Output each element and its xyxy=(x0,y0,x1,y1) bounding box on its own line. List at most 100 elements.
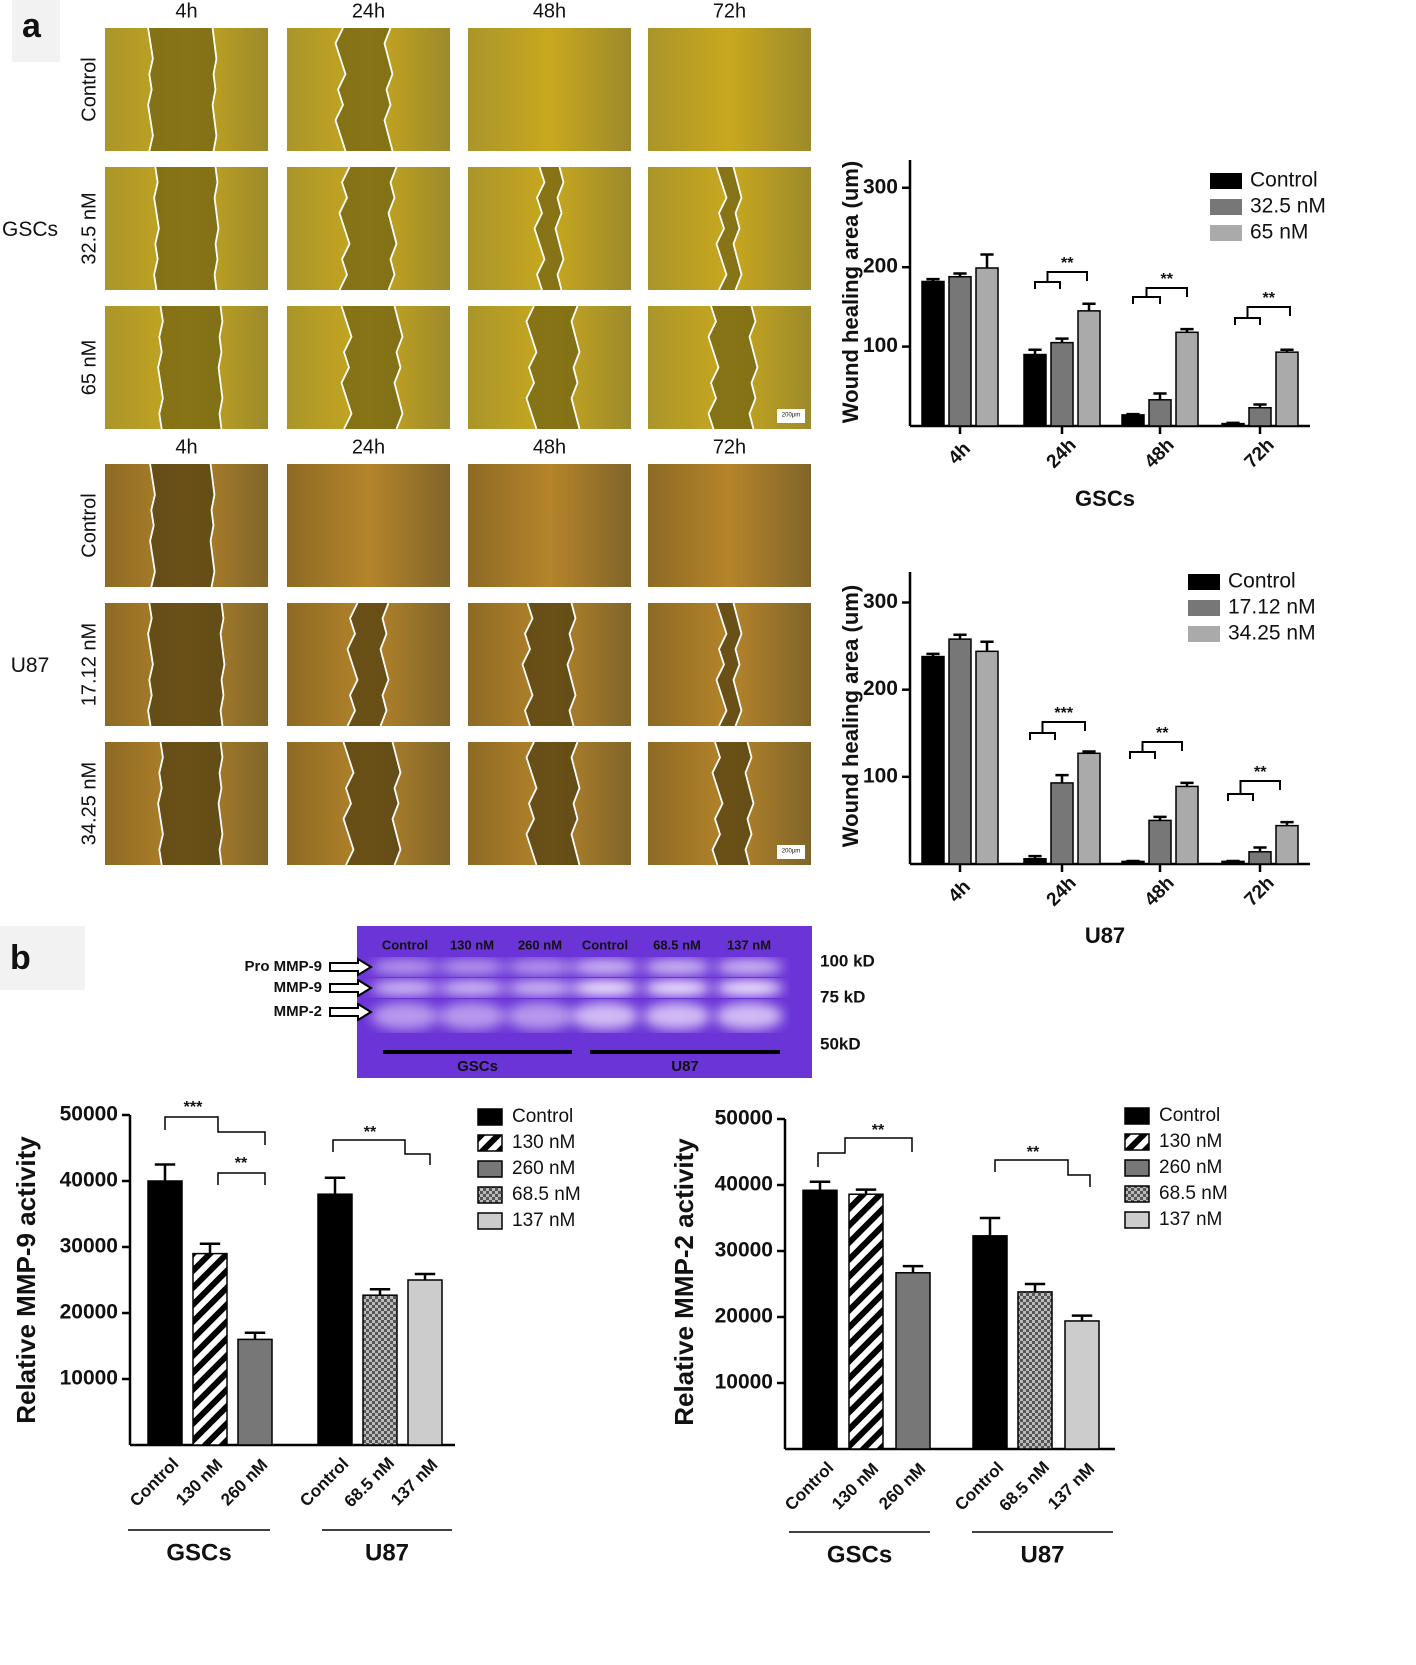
y-tick-label: 300 xyxy=(863,175,898,198)
wound-area xyxy=(339,167,397,290)
time-label: 4h xyxy=(175,436,197,458)
wound-area xyxy=(343,742,401,865)
group-label: GSCs xyxy=(166,1539,231,1566)
x-tick-label: 130 nM xyxy=(828,1459,882,1513)
legend-swatch xyxy=(1188,626,1220,642)
panel-label-bg xyxy=(0,926,85,990)
bar xyxy=(317,1193,353,1446)
bar xyxy=(1023,353,1047,427)
wound-edge xyxy=(211,27,218,152)
legend-swatch xyxy=(477,1108,503,1126)
bar xyxy=(1221,422,1245,427)
wound-area xyxy=(526,306,580,429)
wound-edge xyxy=(711,741,724,866)
significance-label: ** xyxy=(1027,1144,1040,1161)
wound-edge xyxy=(525,741,538,866)
gel-band xyxy=(438,959,506,975)
gel-band xyxy=(438,1002,506,1030)
gel-band xyxy=(438,980,506,996)
marker-label: 50kD xyxy=(820,1034,861,1053)
legend-label: Control xyxy=(512,1106,573,1127)
legend-swatch xyxy=(1124,1185,1150,1203)
x-tick-label: Control xyxy=(781,1458,837,1514)
legend-label: 32.5 nM xyxy=(1250,195,1326,218)
bar xyxy=(1121,414,1145,427)
significance-bracket xyxy=(1029,721,1086,740)
wound-edge xyxy=(338,166,351,291)
group-label: GSCs xyxy=(2,218,58,241)
error-bar xyxy=(1082,302,1096,311)
wound-area xyxy=(716,603,742,726)
legend-label: Control xyxy=(1228,570,1296,593)
x-tick-label: 24h xyxy=(1043,435,1081,473)
y-axis-label: Relative MMP-2 activity xyxy=(669,1138,699,1426)
x-tick-label: 130 nM xyxy=(172,1455,226,1509)
y-tick-label: 50000 xyxy=(60,1103,118,1126)
row-label: 34.25 nM xyxy=(78,762,100,845)
wound-area xyxy=(716,167,742,290)
bar xyxy=(921,655,945,865)
error-bar xyxy=(324,1176,346,1195)
significance-label: ** xyxy=(235,1155,248,1172)
time-label: 24h xyxy=(352,436,385,458)
y-tick-label: 40000 xyxy=(60,1169,118,1192)
significance-bracket xyxy=(1132,287,1188,304)
legend-swatch xyxy=(477,1212,503,1230)
lane-label: 68.5 nM xyxy=(653,937,701,952)
wound-edge xyxy=(340,305,353,430)
wound-area xyxy=(341,306,403,429)
wound-area xyxy=(708,306,758,429)
legend-swatch xyxy=(1188,574,1220,590)
bar xyxy=(1023,858,1047,865)
bar xyxy=(1275,351,1299,427)
group-label: GSCs xyxy=(827,1541,892,1568)
gel-band xyxy=(643,959,711,975)
y-tick-label: 30000 xyxy=(715,1239,773,1262)
wound-edge xyxy=(387,166,398,291)
group-label: U87 xyxy=(11,654,50,677)
group-label: U87 xyxy=(365,1539,409,1566)
marker-label: 100 kD xyxy=(820,951,875,970)
wound-edge xyxy=(715,166,728,291)
wound-area xyxy=(534,167,564,290)
x-axis-label: GSCs xyxy=(1075,486,1135,511)
wound-edge xyxy=(715,602,728,727)
row-label: Control xyxy=(78,493,100,557)
bar xyxy=(1050,782,1074,865)
y-tick-label: 10000 xyxy=(60,1367,118,1390)
y-axis-label: Wound healing area (um) xyxy=(838,161,863,423)
x-tick-label: 48h xyxy=(1141,435,1179,473)
significance-label: ** xyxy=(364,1124,377,1141)
x-tick-label: 72h xyxy=(1241,873,1279,911)
wound-edge xyxy=(391,741,402,866)
significance-bracket xyxy=(1034,271,1088,289)
panel-label: b xyxy=(10,939,31,977)
wound-edge xyxy=(570,305,581,430)
wound-edge xyxy=(334,27,347,152)
band-label: MMP-2 xyxy=(274,1003,322,1020)
wound-edge xyxy=(153,166,160,291)
bar xyxy=(1248,851,1272,865)
band-label: Pro MMP-9 xyxy=(244,958,322,975)
wound-edge xyxy=(157,305,164,430)
wound-area xyxy=(526,742,580,865)
gel-band xyxy=(506,980,574,996)
significance-label: ** xyxy=(1254,764,1267,781)
error-bar xyxy=(199,1242,221,1254)
bar xyxy=(362,1294,398,1446)
legend-label: Control xyxy=(1250,169,1318,192)
wound-edge xyxy=(342,741,355,866)
micrograph xyxy=(468,464,631,587)
x-tick-label: 137 nM xyxy=(387,1455,441,1509)
gel-band xyxy=(715,959,783,975)
marker-label: 75 kD xyxy=(820,987,865,1006)
legend-label: Control xyxy=(1159,1105,1220,1126)
legend-label: 34.25 nM xyxy=(1228,622,1316,645)
y-tick-label: 300 xyxy=(863,590,898,613)
legend-swatch xyxy=(1124,1107,1150,1125)
gel-group-label: U87 xyxy=(671,1058,699,1075)
bar xyxy=(1121,860,1145,865)
legend-label: 137 nM xyxy=(512,1210,575,1231)
lane-label: 130 nM xyxy=(450,937,494,952)
